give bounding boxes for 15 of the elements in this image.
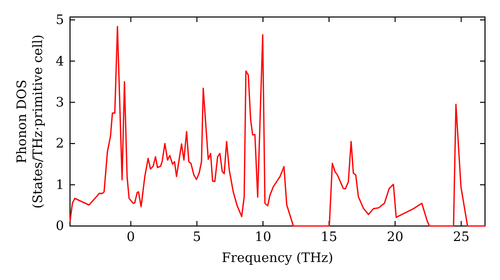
x-tick-label: 5 [192,230,202,246]
y-tick-label: 3 [56,95,64,110]
line-series [69,26,486,227]
y-tick-label: 0 [56,219,64,234]
x-tick-label: 10 [254,230,272,246]
y-tick-label: 2 [56,136,64,152]
y-axis-title: Phonon DOS (States/THz·primitive cell) [15,34,46,209]
x-axis-title: Frequency (THz) [222,251,334,266]
x-tick-label: 0 [126,230,135,246]
x-tick-label: 15 [320,230,338,246]
y-tick-label: 1 [56,178,64,193]
y-tick-label: 5 [56,13,64,28]
y-tick-label: 4 [56,54,64,70]
x-tick-label: 25 [452,230,470,246]
x-tick-label: 20 [386,230,404,246]
